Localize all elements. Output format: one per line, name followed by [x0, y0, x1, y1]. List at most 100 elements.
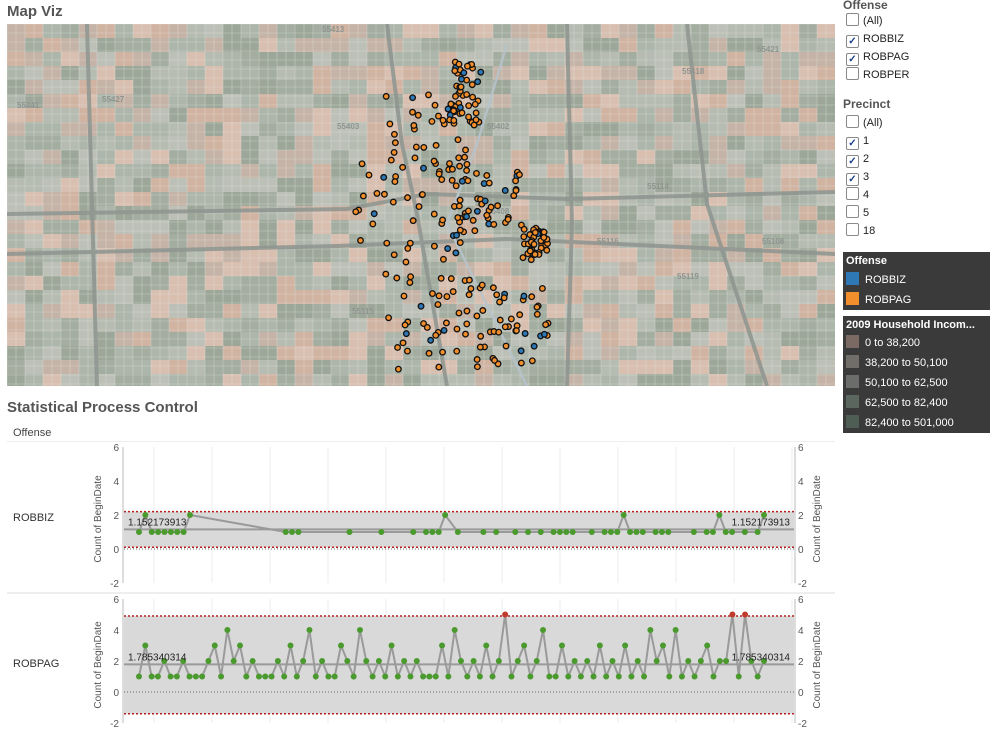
crime-marker: [520, 292, 528, 300]
zip-label: 55413: [322, 25, 345, 34]
crime-marker: [402, 258, 410, 266]
data-point: [274, 658, 281, 664]
y-tick-label: -2: [798, 579, 807, 590]
data-point: [665, 529, 672, 535]
data-point: [230, 658, 237, 664]
checkbox[interactable]: [846, 223, 859, 236]
crime-marker: [481, 197, 489, 205]
data-point: [647, 627, 654, 633]
crime-marker: [365, 171, 373, 179]
crime-marker: [491, 356, 498, 364]
data-point: [464, 673, 471, 680]
crime-marker: [458, 75, 465, 83]
crime-marker: [462, 146, 469, 154]
checkbox[interactable]: [846, 205, 859, 218]
data-point: [653, 658, 660, 664]
data-point: [716, 658, 723, 664]
crime-marker: [457, 83, 465, 91]
checkbox-checked[interactable]: ✓: [846, 137, 859, 150]
swatch: [846, 375, 859, 388]
data-point: [709, 529, 716, 535]
income-legend-item[interactable]: 50,100 to 62,500: [843, 373, 990, 393]
zip-label: 55441: [17, 101, 40, 110]
crime-marker: [448, 165, 456, 173]
data-point: [729, 529, 736, 535]
crime-marker: [393, 274, 401, 282]
data-point: [306, 627, 313, 633]
crime-marker: [528, 293, 536, 301]
crime-marker: [443, 293, 451, 301]
precinct-option-3[interactable]: ✓ 3: [846, 169, 869, 186]
y-axis-title: Count of BeginDate: [93, 621, 104, 709]
crime-marker: [460, 69, 468, 77]
legend-item-robbiz[interactable]: ROBBIZ: [843, 270, 990, 290]
offense-option-robpag[interactable]: ✓ ROBPAG: [846, 49, 909, 66]
checkbox-checked[interactable]: ✓: [846, 173, 859, 186]
crime-marker: [519, 254, 527, 262]
offense-option-all[interactable]: (All): [846, 13, 883, 29]
crime-marker: [501, 187, 509, 194]
crime-marker: [394, 344, 402, 351]
crime-marker: [415, 203, 423, 211]
checkbox[interactable]: [846, 115, 859, 128]
crime-marker: [485, 179, 493, 187]
precinct-option-4[interactable]: 4: [846, 187, 869, 203]
zip-label: 55108: [762, 237, 785, 246]
data-point: [394, 673, 401, 680]
precinct-option-all[interactable]: (All): [846, 115, 883, 131]
data-point: [180, 658, 187, 664]
crime-marker: [469, 93, 477, 101]
data-point: [741, 529, 748, 535]
precinct-option-5[interactable]: 5: [846, 205, 869, 221]
data-point: [249, 658, 256, 664]
crime-marker: [399, 339, 407, 347]
checkbox-checked[interactable]: ✓: [846, 155, 859, 168]
zip-label: 55427: [102, 95, 125, 104]
crime-marker: [369, 220, 377, 228]
data-point: [563, 529, 570, 535]
crime-marker: [439, 116, 447, 124]
data-point: [609, 658, 616, 664]
y-tick-label: 4: [113, 477, 119, 488]
checkbox[interactable]: [846, 13, 859, 26]
legend-item-robpag[interactable]: ROBPAG: [843, 290, 990, 310]
crime-marker: [473, 169, 480, 177]
income-legend-item[interactable]: 82,400 to 501,000: [843, 413, 990, 433]
spc-chart[interactable]: -2 -2 0 0 2 2 4 4 6 6 Count of BeginDate Count of B…: [7, 441, 835, 735]
crime-marker: [456, 239, 464, 247]
offense-option-robper[interactable]: ROBPER: [846, 67, 909, 83]
zip-label: 55114: [647, 182, 669, 191]
crime-marker: [526, 247, 534, 255]
precinct-option-1[interactable]: ✓ 1: [846, 133, 869, 150]
checkbox[interactable]: [846, 67, 859, 80]
crime-marker: [517, 359, 525, 367]
crime-marker: [496, 298, 504, 306]
crime-marker: [533, 303, 541, 311]
data-point: [690, 529, 697, 535]
checkbox[interactable]: [846, 187, 859, 200]
income-legend-item[interactable]: 0 to 38,200: [843, 333, 990, 353]
checkbox-checked[interactable]: ✓: [846, 53, 859, 66]
y-tick-label: 6: [798, 443, 804, 454]
map-canvas[interactable]: 55413 55441 55427 55418 55421 55402 55403 55408…: [7, 24, 835, 386]
income-legend-item[interactable]: 38,200 to 50,100: [843, 353, 990, 373]
y-tick-label: 6: [113, 443, 119, 454]
data-point: [199, 673, 206, 680]
offense-option-robbiz[interactable]: ✓ ROBBIZ: [846, 31, 904, 48]
data-point: [546, 673, 553, 680]
checkbox-checked[interactable]: ✓: [846, 35, 859, 48]
data-point: [331, 673, 338, 680]
crime-marker: [477, 68, 485, 76]
y-axis-title: Count of BeginDate: [812, 475, 823, 563]
zip-label: 55402: [487, 122, 510, 131]
map-view[interactable]: 55413 55441 55427 55418 55421 55402 55403 55408…: [7, 24, 835, 386]
precinct-option-18[interactable]: 18: [846, 223, 875, 239]
crime-marker: [490, 220, 498, 228]
precinct-option-2[interactable]: ✓ 2: [846, 151, 869, 168]
data-point: [495, 658, 502, 664]
income-legend-item[interactable]: 62,500 to 82,400: [843, 393, 990, 413]
data-point: [187, 512, 194, 518]
crime-marker: [479, 307, 487, 314]
data-point: [634, 658, 641, 664]
data-point: [388, 642, 395, 649]
